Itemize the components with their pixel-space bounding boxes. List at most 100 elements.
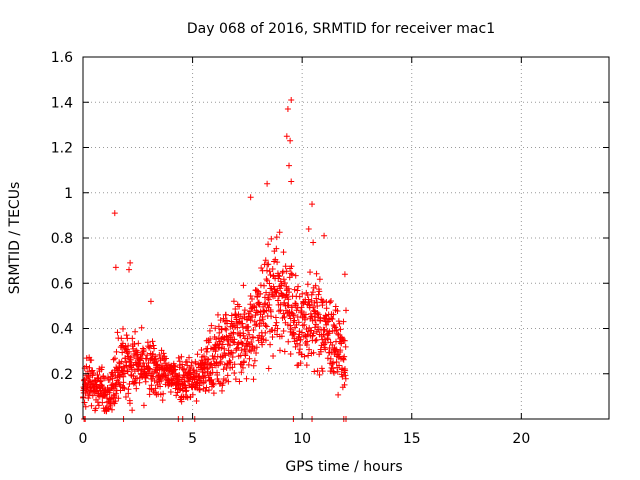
data-point xyxy=(174,389,181,396)
data-point xyxy=(269,333,276,340)
data-point xyxy=(88,402,95,409)
data-point xyxy=(251,357,258,364)
data-point xyxy=(310,349,317,356)
data-point xyxy=(287,326,294,333)
data-point xyxy=(200,353,207,360)
data-point xyxy=(340,318,347,325)
data-point xyxy=(225,337,232,344)
data-point xyxy=(113,348,120,355)
data-point xyxy=(236,303,243,310)
data-point xyxy=(280,310,287,317)
data-point xyxy=(234,324,241,331)
data-point xyxy=(106,376,113,383)
data-point xyxy=(281,279,288,286)
y-tick-label: 1 xyxy=(64,186,73,202)
data-point xyxy=(231,361,238,368)
data-point xyxy=(317,348,324,355)
data-point xyxy=(228,349,235,356)
data-point xyxy=(273,245,280,252)
data-point xyxy=(215,335,222,342)
data-point xyxy=(169,380,176,387)
data-point xyxy=(263,323,270,330)
data-point xyxy=(309,201,316,208)
data-point xyxy=(95,402,102,409)
data-point xyxy=(275,272,282,279)
data-point xyxy=(152,353,159,360)
data-point xyxy=(337,326,344,333)
data-point xyxy=(243,375,250,382)
data-point xyxy=(97,378,104,385)
y-tick-label: 1.6 xyxy=(51,50,73,66)
y-tick-label: 0.4 xyxy=(51,322,73,338)
data-point xyxy=(129,335,136,342)
data-point xyxy=(323,321,330,328)
data-point xyxy=(318,365,325,372)
data-point xyxy=(119,325,126,332)
data-point xyxy=(85,395,92,402)
data-point xyxy=(263,276,270,283)
data-point xyxy=(92,405,99,412)
data-point xyxy=(232,376,239,383)
data-point xyxy=(140,346,147,353)
data-point xyxy=(324,336,331,343)
data-point xyxy=(297,336,304,343)
y-tick-label: 0.8 xyxy=(51,231,73,247)
data-point xyxy=(288,178,295,185)
data-point xyxy=(277,347,284,354)
x-tick-label: 0 xyxy=(79,431,88,447)
data-point xyxy=(332,324,339,331)
data-point xyxy=(330,311,337,318)
data-point xyxy=(333,327,340,334)
data-point xyxy=(313,295,320,302)
data-point xyxy=(241,307,248,314)
data-point xyxy=(240,282,247,289)
data-point xyxy=(222,311,229,318)
data-point xyxy=(287,350,294,357)
data-point xyxy=(342,343,349,350)
data-point xyxy=(301,321,308,328)
data-point xyxy=(123,332,130,339)
data-point xyxy=(230,329,237,336)
data-point xyxy=(160,390,167,397)
data-point xyxy=(184,394,191,401)
data-point xyxy=(293,340,300,347)
data-point xyxy=(276,229,283,236)
data-point xyxy=(302,311,309,318)
data-point xyxy=(305,225,312,232)
data-point xyxy=(291,324,298,331)
data-point xyxy=(224,372,231,379)
data-point xyxy=(147,298,154,305)
data-point xyxy=(306,346,313,353)
data-point xyxy=(246,331,253,338)
data-point xyxy=(144,352,151,359)
data-point xyxy=(220,366,227,373)
data-point xyxy=(264,180,271,187)
data-point xyxy=(310,330,317,337)
data-point xyxy=(259,316,266,323)
data-point xyxy=(229,350,236,357)
data-point xyxy=(266,268,273,275)
data-point xyxy=(329,341,336,348)
data-point xyxy=(245,323,252,330)
data-point xyxy=(268,235,275,242)
data-point xyxy=(101,375,108,382)
data-point xyxy=(290,330,297,337)
data-point xyxy=(341,337,348,344)
data-point xyxy=(132,328,139,335)
data-point xyxy=(221,361,228,368)
data-point xyxy=(288,304,295,311)
data-point xyxy=(309,289,316,296)
data-point xyxy=(217,358,224,365)
data-point xyxy=(320,331,327,338)
data-point xyxy=(291,286,298,293)
data-point xyxy=(247,292,254,299)
data-point xyxy=(274,297,281,304)
data-point xyxy=(286,289,293,296)
data-point xyxy=(223,333,230,340)
data-point xyxy=(260,336,267,343)
data-point xyxy=(281,348,288,355)
data-point xyxy=(244,335,251,342)
data-point xyxy=(226,342,233,349)
data-point xyxy=(196,386,203,393)
data-point xyxy=(263,267,270,274)
